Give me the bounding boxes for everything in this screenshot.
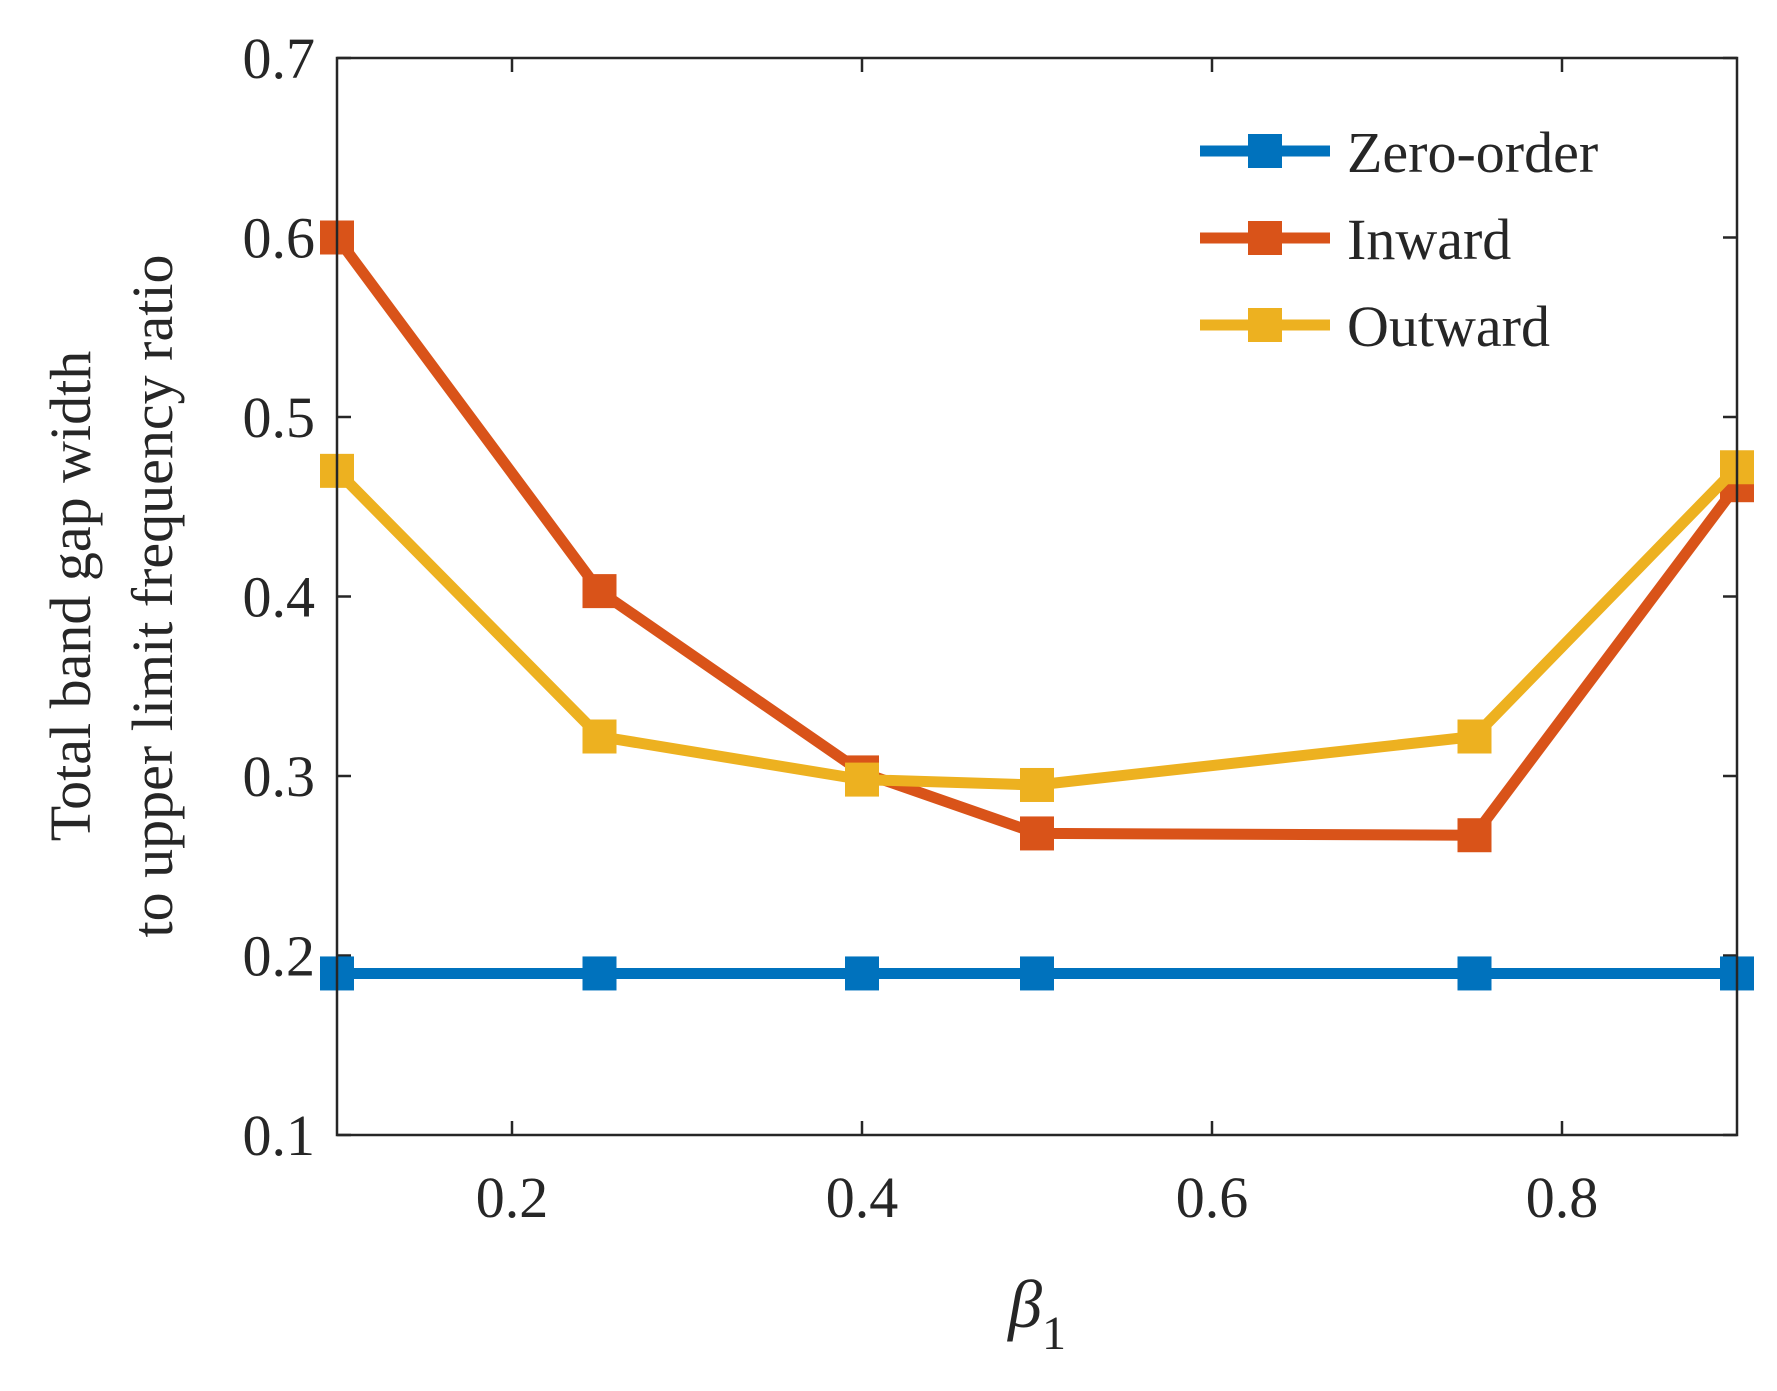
- data-point-zero-order: [1457, 956, 1492, 991]
- x-tick-labels: 0.2 0.4 0.6 0.8: [476, 1165, 1599, 1230]
- data-point-inward: [582, 574, 617, 609]
- x-axis-label: β1: [1006, 1266, 1066, 1360]
- y-tick-label: 0.7: [243, 26, 316, 91]
- data-point-outward: [1020, 767, 1054, 802]
- data-point-zero-order: [1020, 956, 1054, 991]
- series-line-inward: [332, 234, 1742, 841]
- data-point-inward: [1457, 818, 1492, 853]
- legend-entry-inward: Inward: [1200, 207, 1511, 272]
- y-axis-label-line-1: Total band gap width: [38, 351, 103, 841]
- y-tick-label: 0.4: [243, 565, 316, 630]
- data-point-zero-order: [582, 956, 617, 991]
- data-point-inward: [1020, 816, 1054, 851]
- data-series: [320, 220, 1754, 991]
- series-line-outward: [333, 463, 1741, 791]
- y-tick-label: 0.6: [243, 206, 316, 271]
- data-point-outward: [1457, 719, 1492, 754]
- data-point-outward: [845, 762, 879, 797]
- y-axis-label: Total band gap width to upper limit freq…: [38, 255, 185, 938]
- legend-marker-zero-order: [1248, 134, 1282, 168]
- x-tick-label: 0.2: [476, 1165, 549, 1230]
- y-tick-label: 0.3: [243, 744, 316, 809]
- y-axis-label-line-2: to upper limit frequency ratio: [120, 255, 185, 938]
- data-point-zero-order: [845, 956, 879, 991]
- plot-frame: [335, 56, 1739, 1137]
- y-tick-label: 0.2: [243, 924, 316, 989]
- y-tick-label: 0.1: [243, 1103, 316, 1168]
- svg-text:β1: β1: [1006, 1266, 1066, 1360]
- x-axis-label-symbol: β: [1006, 1266, 1042, 1342]
- data-point-outward: [582, 719, 617, 754]
- legend-label-outward: Outward: [1347, 294, 1550, 359]
- legend-label-zero-order: Zero-order: [1347, 120, 1598, 185]
- y-tick-label: 0.5: [243, 385, 316, 450]
- legend-label-inward: Inward: [1347, 207, 1511, 272]
- legend-entry-outward: Outward: [1200, 294, 1550, 359]
- x-tick-label: 0.8: [1526, 1165, 1599, 1230]
- legend-entry-zero-order: Zero-order: [1200, 120, 1598, 185]
- y-tick-labels: 0.1 0.2 0.3 0.4 0.5 0.6 0.7: [243, 26, 316, 1168]
- legend-marker-inward: [1248, 221, 1282, 255]
- x-tick-label: 0.6: [1176, 1165, 1249, 1230]
- x-tick-label: 0.4: [826, 1165, 899, 1230]
- legend-marker-outward: [1248, 308, 1282, 342]
- x-axis-label-subscript: 1: [1042, 1307, 1066, 1360]
- legend: Zero-order Inward Outward: [1200, 120, 1598, 359]
